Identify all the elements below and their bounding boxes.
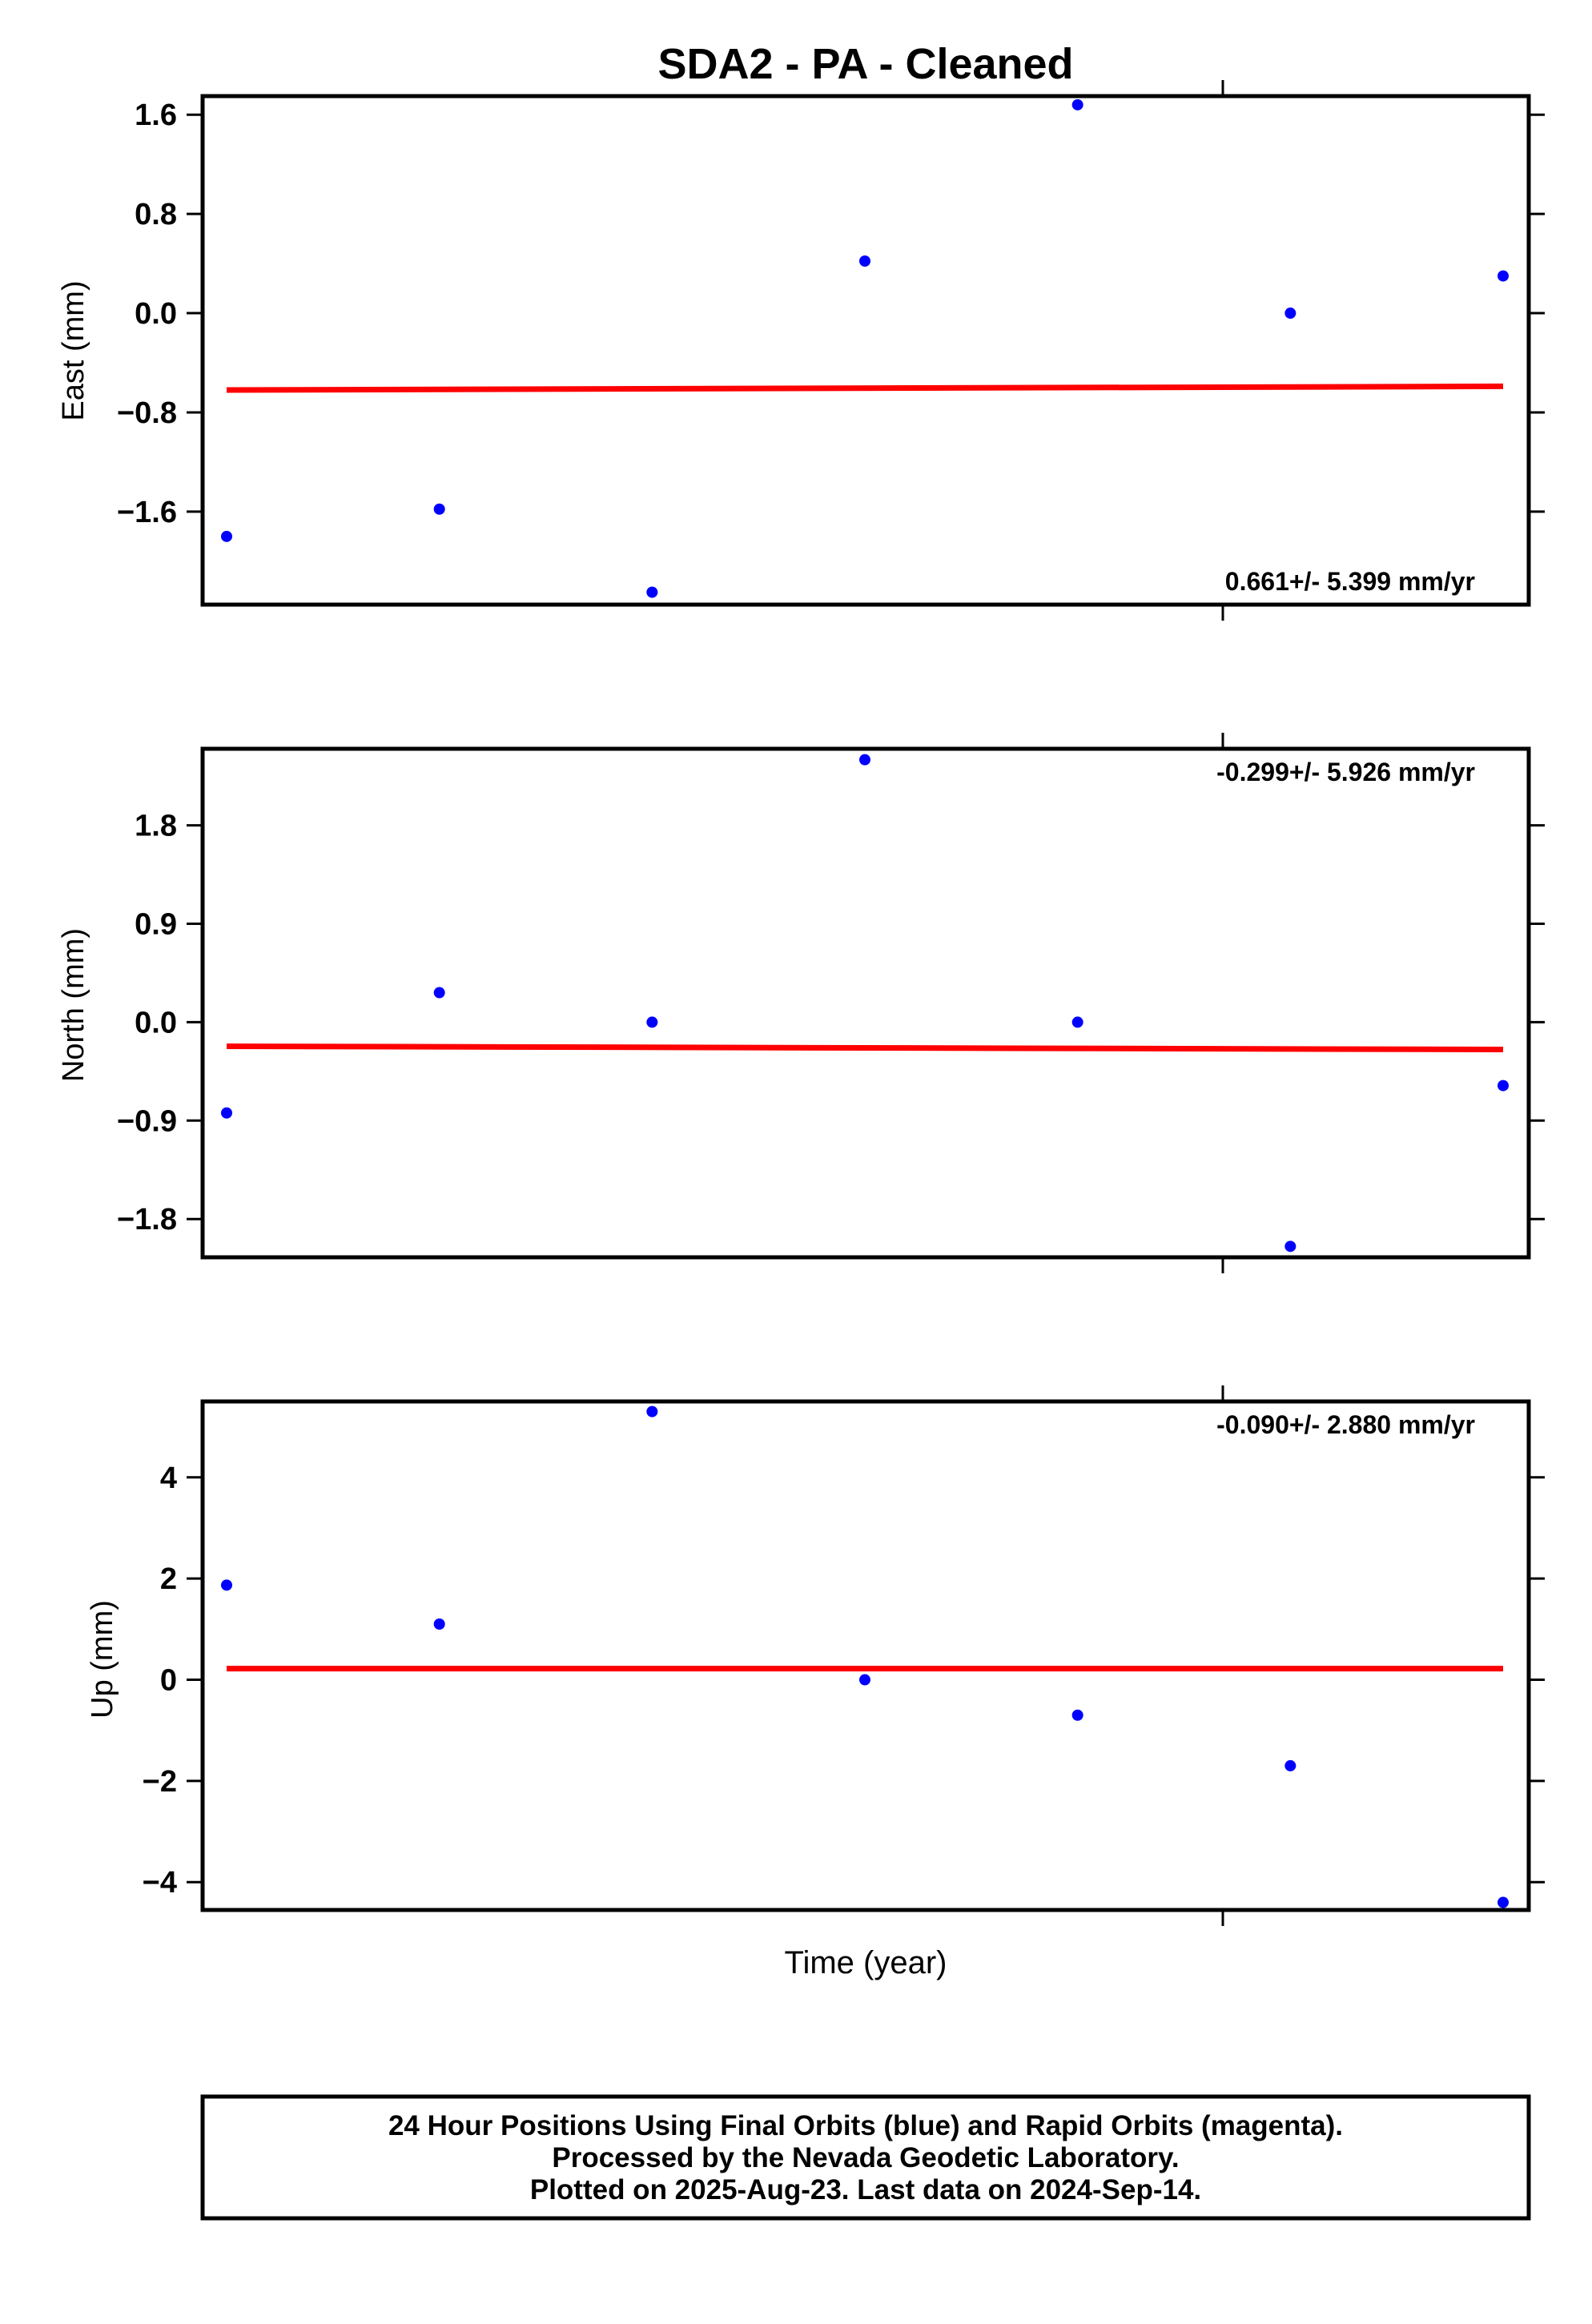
east-y-tick-label: −1.6 [117,496,177,529]
east-rate-label: 0.661+/- 5.399 mm/yr [1225,567,1475,596]
east-data-point [1071,99,1083,111]
east-trend-line [226,383,1504,393]
footer-line-3: Plotted on 2025-Aug-23. Last data on 202… [530,2174,1201,2205]
north-rate-label: -0.299+/- 5.926 mm/yr [1216,758,1475,786]
up-data-point [1498,1896,1509,1908]
east-y-tick-label: 1.6 [135,99,177,132]
north-data-point [1071,1016,1083,1028]
up-data-point [221,1579,232,1591]
north-data-point [1284,1240,1297,1252]
up-data-point [433,1618,445,1630]
north-plot-frame [200,746,1531,1260]
north-data-point [646,1016,658,1028]
up-y-tick-label: −2 [143,1765,177,1799]
north-data-point [1498,1080,1509,1092]
north-y-axis-label: North (mm) [57,928,90,1082]
x-axis-label: Time (year) [785,1945,947,1980]
east-data-point [221,530,232,542]
up-y-tick-label: −4 [143,1866,177,1900]
east-plot-frame [200,94,1531,607]
east-data-point [1284,308,1297,320]
up-rate-label: -0.090+/- 2.880 mm/yr [1216,1410,1475,1439]
north-y-tick-label: −0.9 [117,1104,177,1138]
north-y-tick-label: 1.8 [135,810,177,843]
east-y-axis-label: East (mm) [57,280,90,420]
up-plot-frame [200,1399,1531,1912]
east-data-point [859,255,870,267]
up-data-point [646,1405,658,1417]
north-panel: North (mm) 1.8 0.9 0.0 −0.9 −1.8 -0.299+/- 5.… [57,733,1545,1273]
footer-line-2: Processed by the Nevada Geodetic Laborat… [552,2142,1179,2173]
north-y-tick-label: −1.8 [117,1203,177,1236]
up-data-point [859,1674,870,1686]
footer-line-1: 24 Hour Positions Using Final Orbits (bl… [388,2110,1343,2141]
east-y-tick-label: −0.8 [117,396,177,430]
north-data-point [433,987,445,999]
up-data-point [1284,1759,1297,1771]
east-y-tick-label: 0.0 [135,297,177,331]
up-panel: Up (mm) 4 2 0 −2 −4 -0.090+/- 2.880 mm/yr [86,1385,1545,1926]
north-trend-line [226,1043,1504,1053]
chart-title: SDA2 - PA - Cleaned [657,40,1073,88]
north-data-point [859,754,870,766]
north-data-point [221,1107,232,1119]
up-y-axis-label: Up (mm) [86,1600,119,1719]
up-data-point [1071,1709,1083,1721]
north-y-tick-label: 0.0 [135,1006,177,1039]
up-y-tick-label: 0 [160,1664,177,1698]
east-data-point [433,503,445,515]
north-y-tick-label: 0.9 [135,907,177,941]
east-panel: East (mm) 1.6 0.8 0.0 −0.8 −1.6 0.661+/- 5.39… [57,80,1545,621]
east-data-point [1498,270,1509,282]
east-y-tick-label: 0.8 [135,198,177,231]
up-y-tick-label: 2 [160,1562,177,1596]
east-data-point [646,586,658,598]
footer-box [200,2094,1531,2221]
up-y-tick-label: 4 [160,1462,177,1495]
